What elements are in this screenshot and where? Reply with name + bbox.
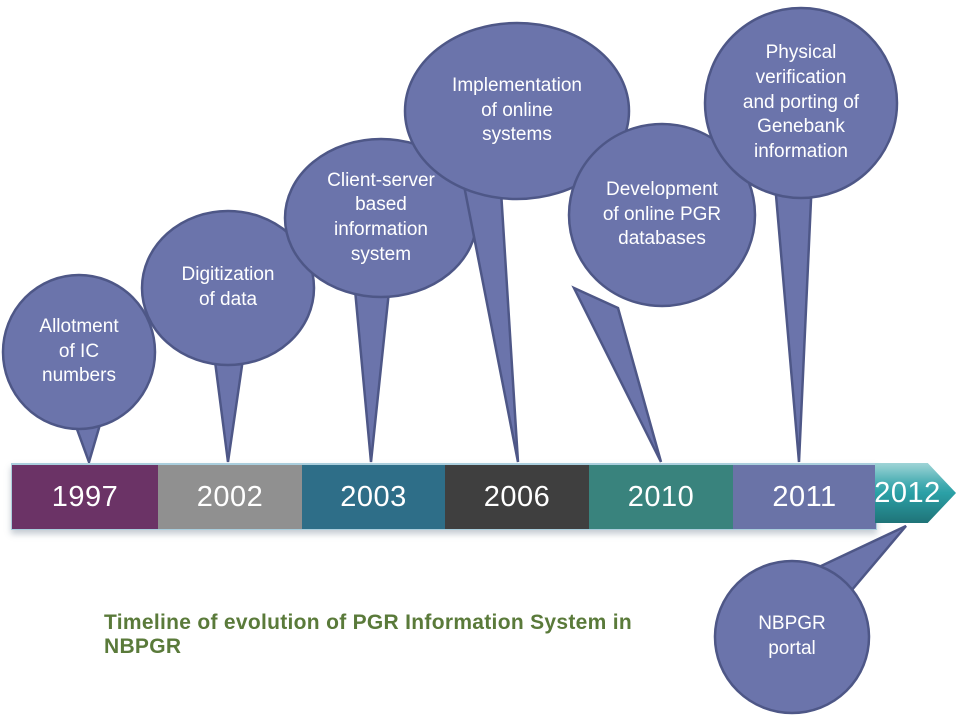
balloon-allotment [1, 273, 157, 466]
balloon-implementation-bubble [403, 21, 631, 201]
balloon-digitization-bubble [140, 209, 316, 367]
year-label-2002: 2002 [196, 480, 264, 513]
year-label-2006: 2006 [483, 480, 551, 513]
timeline-segment-2003: 2003 [302, 465, 445, 529]
timeline-segment-2010: 2010 [589, 465, 733, 529]
balloon-physical-bubble [703, 6, 899, 200]
balloon-implementation-tail [458, 163, 520, 463]
balloon-development-tail [571, 285, 663, 463]
timeline-segment-2002: 2002 [158, 465, 302, 529]
year-label-1997: 1997 [51, 480, 119, 513]
balloon-client-server [283, 137, 479, 463]
balloon-digitization [140, 209, 316, 463]
balloon-portal-bubble [713, 559, 871, 715]
year-label-2011: 2011 [772, 480, 837, 513]
balloon-portal [713, 524, 907, 715]
timeline-segment-2006: 2006 [445, 465, 589, 529]
balloon-allotment-bubble [1, 273, 157, 431]
year-label-2003: 2003 [340, 480, 407, 513]
timeline-segment-1997: 1997 [12, 465, 158, 529]
balloon-implementation [403, 21, 631, 463]
year-label-2010: 2010 [627, 480, 695, 513]
year-label-2012: 2012 [874, 476, 941, 509]
timeline-bar: 1997 2002 2003 2006 2010 2011 [11, 463, 877, 530]
timeline-segment-2011: 2011 [733, 465, 876, 529]
balloon-physical-tail [772, 170, 814, 463]
balloon-development [567, 122, 757, 463]
balloon-physical [703, 6, 899, 463]
slide-caption: Timeline of evolution of PGR Information… [104, 611, 632, 658]
balloon-development-bubble [567, 122, 757, 308]
